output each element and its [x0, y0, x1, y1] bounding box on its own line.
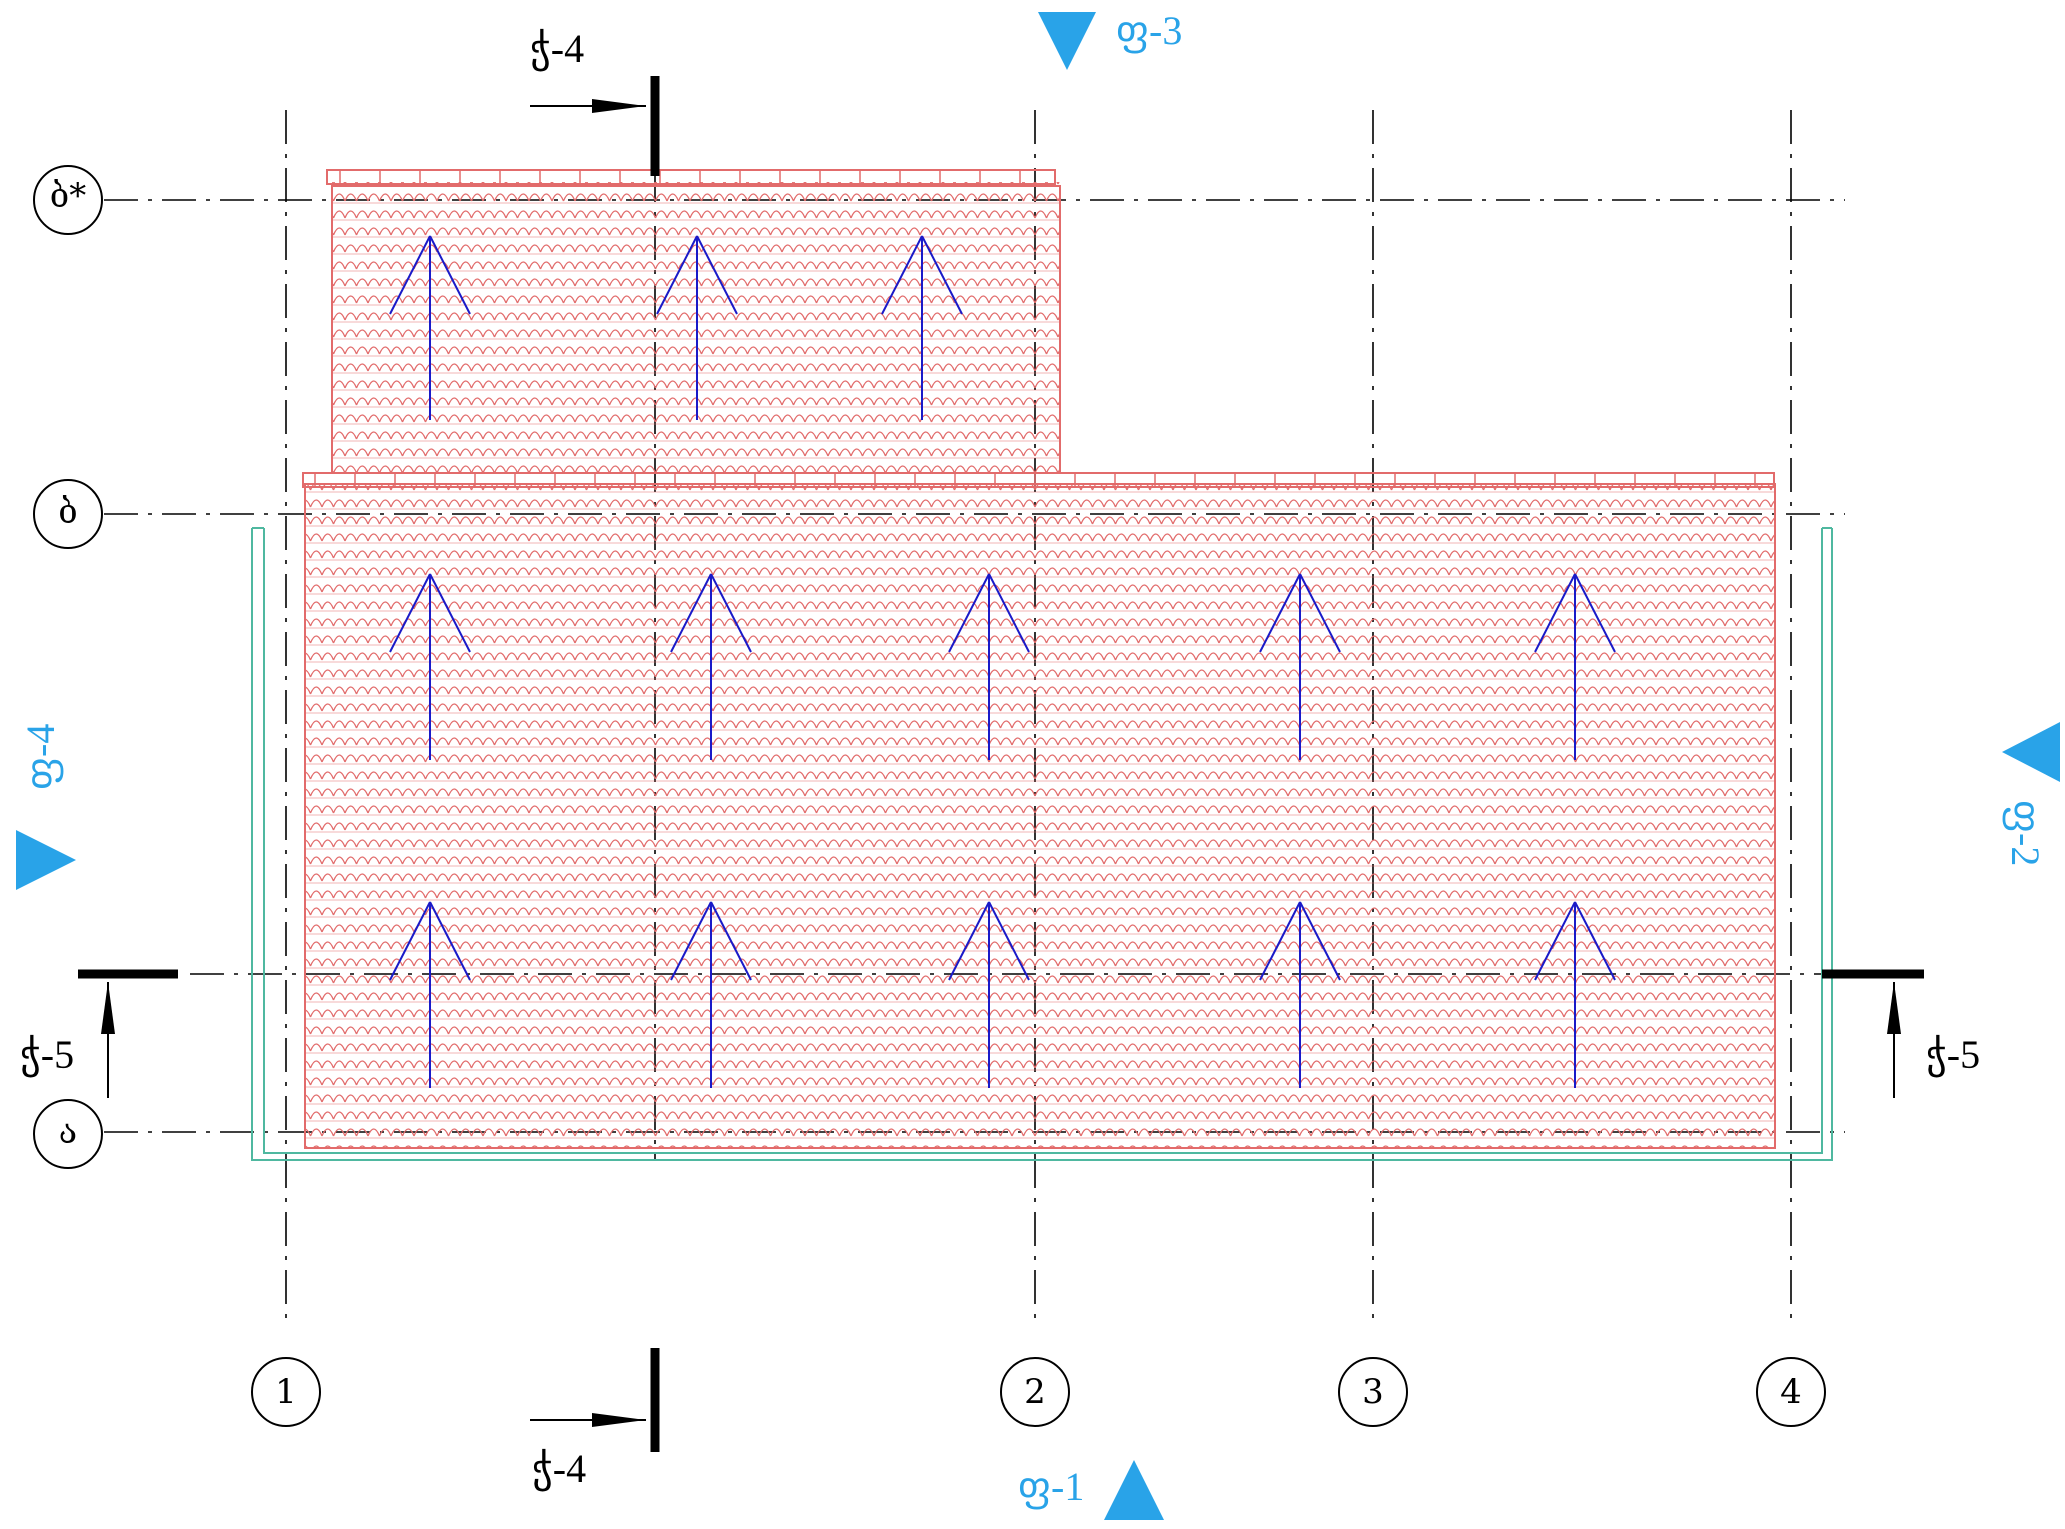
section-label-left: ჭ-5 [20, 1032, 74, 1078]
view-marker-right: ფ-2 [2002, 722, 2060, 866]
grid-bubble-col-4: 4 [1756, 1357, 1826, 1427]
grid-label-row-a: ა [59, 1112, 77, 1152]
gutter [251, 527, 1833, 1161]
view-label-bottom: ფ-1 [1018, 1464, 1084, 1510]
section-marker-left: ჭ-5 [20, 969, 178, 1098]
grid-bubble-row-b-star: ბ* [33, 165, 103, 235]
view-label-right: ფ-2 [2002, 800, 2048, 866]
view-arrow-right-icon [2002, 722, 2060, 782]
grid-bubble-row-a: ა [33, 1099, 103, 1169]
grid-label-col-4: 4 [1780, 1372, 1802, 1412]
grid-bubble-col-1: 1 [251, 1357, 321, 1427]
view-arrow-bottom-icon [1104, 1460, 1164, 1520]
slope-arrow [389, 573, 471, 760]
section-label-bottom-left: ჭ-4 [532, 1446, 586, 1492]
grid-bubble-col-2: 2 [1000, 1357, 1070, 1427]
view-arrow-left-icon [16, 830, 76, 890]
section-label-top-left: ჭ-4 [530, 26, 584, 72]
view-marker-top: ფ-3 [1038, 8, 1182, 70]
view-marker-left: ფ-4 [16, 724, 76, 890]
view-marker-bottom: ფ-1 [1018, 1460, 1164, 1520]
view-arrow-top-icon [1038, 12, 1096, 70]
view-label-left: ფ-4 [18, 724, 64, 790]
slope-arrow [948, 901, 1030, 1088]
slope-arrow [1259, 573, 1341, 760]
slope-arrow [948, 573, 1030, 760]
grid-bubble-col-3: 3 [1338, 1357, 1408, 1427]
slope-arrow [389, 235, 471, 420]
slope-arrow [1259, 901, 1341, 1088]
slope-arrow [670, 573, 752, 760]
grid-label-col-2: 2 [1024, 1372, 1046, 1412]
slope-arrow [389, 901, 471, 1088]
grid-label-col-1: 1 [275, 1372, 297, 1412]
section-marker-right: ჭ-5 [1822, 969, 1980, 1098]
roof-area-main [305, 484, 1775, 1148]
view-label-top: ფ-3 [1116, 8, 1182, 54]
slope-arrow [881, 235, 963, 420]
slope-arrow [1534, 901, 1616, 1088]
roof-tiles [302, 169, 1776, 1149]
slope-arrow [1534, 573, 1616, 760]
grid-bubble-row-b: ბ [33, 479, 103, 549]
section-marker-bottom-left: ჭ-4 [530, 1348, 660, 1492]
slope-arrows [389, 235, 1616, 1088]
slope-arrow [656, 235, 738, 420]
section-label-right: ჭ-5 [1926, 1032, 1980, 1078]
grid-label-row-b-star: ბ* [50, 176, 86, 216]
slope-arrow [670, 901, 752, 1088]
grid-label-row-b: ბ [58, 492, 77, 532]
grid-label-col-3: 3 [1362, 1372, 1384, 1412]
section-marker-top-left: ჭ-4 [530, 26, 660, 176]
